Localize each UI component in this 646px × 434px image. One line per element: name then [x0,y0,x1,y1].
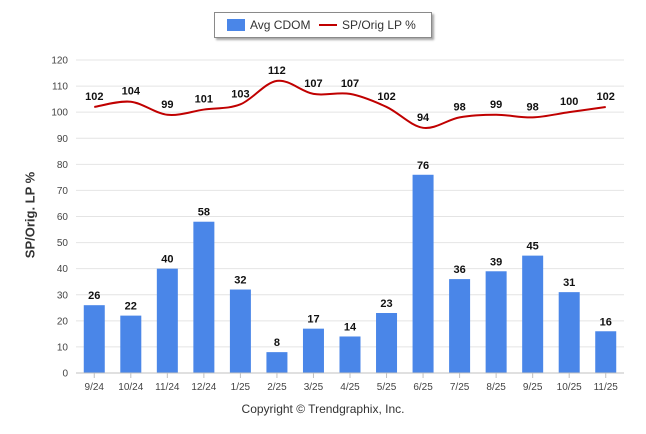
y-tick-label: 110 [52,82,68,93]
bar [156,268,178,373]
bar-value-label: 8 [274,337,280,349]
bar-value-label: 26 [88,290,100,302]
x-tick-label: 8/25 [486,382,506,393]
y-tick-label: 80 [57,160,69,171]
bar [193,221,215,373]
bar [229,289,251,373]
y-tick-label: 120 [51,56,68,67]
x-tick-label: 9/25 [523,382,543,393]
bar-value-label: 40 [161,254,173,266]
legend-item-avg-cdom[interactable]: Avg CDOM [227,13,310,37]
x-tick-label: 7/25 [450,382,470,393]
y-tick-label: 30 [57,290,69,301]
line-value-label: 100 [560,96,578,108]
bar [83,305,105,373]
bar-data-labels: 26 22 40 58 32 8 17 14 23 76 36 39 45 31 16 [88,160,612,349]
line-value-label: 99 [161,99,173,111]
bar-value-label: 31 [563,277,575,289]
y-tick-label: 70 [57,186,69,197]
bar [339,336,361,373]
legend-swatch-line [319,24,337,26]
y-axis-title: SP/Orig. LP % [22,171,38,259]
bar-value-label: 22 [125,301,137,313]
y-tick-label: 0 [62,369,68,380]
bar-value-label: 76 [417,160,429,172]
x-tick-label: 6/25 [413,382,433,393]
line-value-label: 107 [304,78,322,90]
bar [302,328,324,373]
line-path [94,79,606,129]
line-value-label: 102 [377,91,395,103]
line-value-label: 104 [122,86,141,98]
bar-value-label: 32 [234,275,246,287]
bar-value-label: 17 [307,314,319,326]
line-value-label: 98 [453,101,465,113]
bar [449,279,471,373]
line-series-sp-orig-lp [94,79,606,129]
line-value-label: 98 [527,101,539,113]
line-value-label: 99 [490,99,502,111]
y-tick-label: 20 [57,316,69,327]
x-tick-label: 4/25 [340,382,360,393]
x-tick-label: 11/25 [594,382,619,393]
bar-value-label: 45 [527,241,539,253]
x-tick-label: 2/25 [267,382,287,393]
x-axis-ticks: 9/24 10/24 11/24 12/24 1/25 2/25 3/25 4/25 5/25 6… [85,373,619,393]
bar [412,174,434,373]
copyright-footer: Copyright © Trendgraphix, Inc. [241,402,405,416]
y-tick-label: 10 [57,342,69,353]
x-tick-label: 9/24 [85,382,105,393]
legend-label-avg-cdom: Avg CDOM [250,18,311,32]
x-tick-label: 10/25 [557,382,582,393]
bar-series-avg-cdom [83,174,617,373]
legend-item-sp-orig-lp[interactable]: SP/Orig LP % [319,13,416,37]
bar-value-label: 58 [198,207,210,219]
legend-swatch-bar [227,19,245,31]
bar [485,271,507,373]
bar-value-label: 23 [380,298,392,310]
bar [120,315,142,373]
line-value-label: 107 [341,78,359,90]
x-tick-label: 12/24 [191,382,216,393]
bar-value-label: 16 [600,316,612,328]
line-value-label: 102 [85,91,103,103]
line-data-labels: 102 104 99 101 103 112 107 107 102 94 98 99 98 100 102 [85,65,615,124]
line-value-label: 102 [597,91,615,103]
bar [522,255,544,373]
y-tick-label: 50 [57,238,69,249]
bar [595,331,617,373]
y-tick-label: 40 [57,264,69,275]
y-tick-label: 60 [57,212,69,223]
legend: Avg CDOM SP/Orig LP % [214,12,432,38]
x-tick-label: 5/25 [377,382,397,393]
x-tick-label: 3/25 [304,382,324,393]
line-value-label: 94 [417,112,430,124]
bar [558,292,580,373]
y-tick-label: 90 [57,134,69,145]
y-tick-label: 100 [51,108,68,119]
x-tick-label: 11/24 [155,382,180,393]
x-tick-label: 1/25 [231,382,251,393]
legend-label-sp-orig-lp: SP/Orig LP % [342,18,416,32]
bar [266,352,288,373]
x-tick-label: 10/24 [118,382,143,393]
line-value-label: 101 [195,94,213,106]
line-value-label: 112 [268,65,286,77]
bar-value-label: 14 [344,321,357,333]
y-axis-ticks: 0 10 20 30 40 50 60 70 80 90 100 110 120 [51,56,68,380]
bar-value-label: 36 [453,264,465,276]
bar [376,313,398,373]
bar-value-label: 39 [490,256,502,268]
line-value-label: 103 [231,88,249,100]
